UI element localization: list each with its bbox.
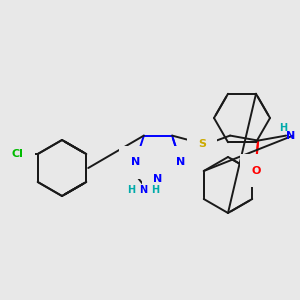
Text: O: O: [251, 166, 261, 176]
Text: N: N: [286, 130, 296, 141]
Text: N: N: [176, 158, 185, 167]
Text: S: S: [198, 139, 206, 148]
Text: Cl: Cl: [12, 149, 24, 159]
Text: N: N: [130, 158, 140, 167]
Text: N: N: [153, 174, 163, 184]
Text: H: H: [151, 185, 159, 195]
Text: H: H: [279, 123, 287, 133]
Text: H: H: [127, 185, 135, 195]
Text: N: N: [139, 185, 147, 195]
